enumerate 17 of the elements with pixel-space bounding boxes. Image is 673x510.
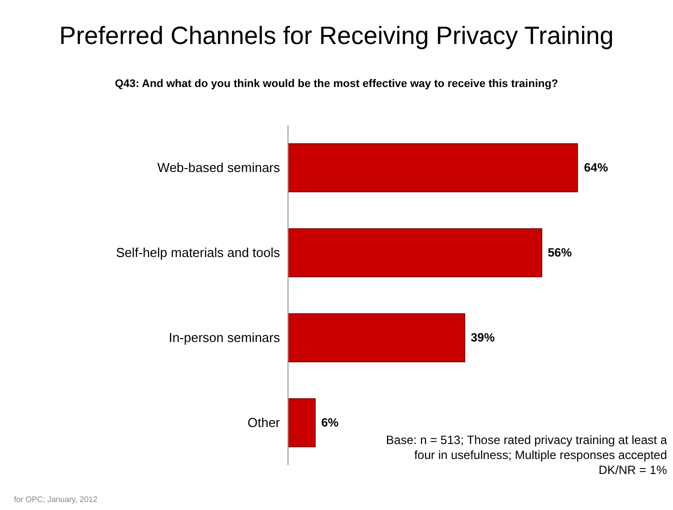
annotation: Base: n = 513; Those rated privacy training at least a four in usefulness; Multiple responses accepted: [385, 433, 667, 463]
data-label: 64%: [584, 160, 608, 175]
chart-subtitle: Q43: And what do you think would be the most effective way to receive this training?: [114, 78, 560, 90]
bar: [288, 228, 542, 278]
y-tick-label: Other: [247, 415, 281, 430]
y-tick-label: In-person seminars: [168, 330, 280, 346]
y-tick-label: Self-help materials and tools: [116, 245, 280, 260]
bar: [288, 313, 466, 362]
data-label: 56%: [548, 246, 572, 260]
data-label: 39%: [470, 330, 496, 345]
bar: [288, 398, 316, 448]
data-label: 6%: [321, 416, 339, 430]
text: DK/NR = 1%: [598, 463, 667, 478]
y-tick-label: Web-based seminars: [157, 160, 280, 176]
bar: [288, 143, 578, 192]
text: for OPC; January, 2012: [14, 495, 98, 504]
chart-title: Preferred Channels for Receiving Privacy Training: [58, 22, 615, 51]
